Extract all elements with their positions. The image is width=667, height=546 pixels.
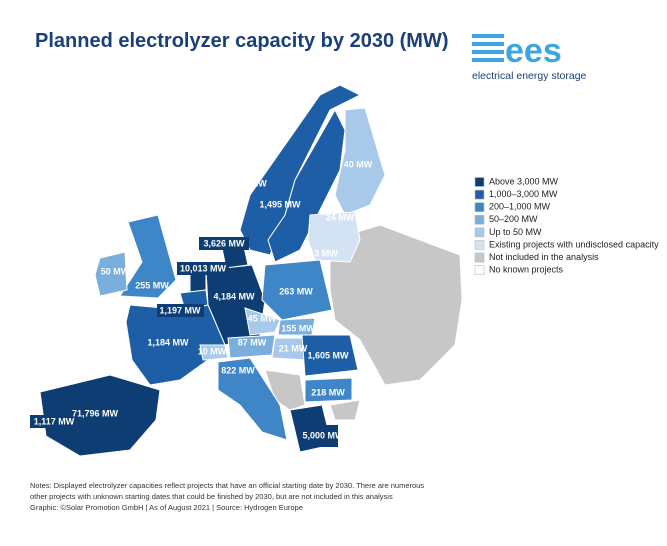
map-label: 10 MW: [198, 346, 227, 356]
label-boxes: [30, 237, 338, 447]
map-label: 1,184 MW: [147, 337, 189, 347]
map-label: 87 MW: [238, 337, 267, 347]
map-label: 4,184 MW: [213, 291, 255, 301]
labels: 40 MW 964 MW 1,495 MW 24 MW 3,626 MW 3 M…: [34, 159, 373, 440]
legend-label: Existing projects with undisclosed capac…: [489, 239, 659, 249]
country: [329, 399, 361, 421]
map-label: 3,626 MW: [203, 238, 245, 248]
label-box: [308, 425, 338, 447]
legend-label: Up to 50 MW: [489, 227, 542, 237]
country: [329, 224, 463, 386]
map-label: 964 MW: [233, 178, 267, 188]
map-label: 21 MW: [279, 343, 308, 353]
map-label: 1,495 MW: [259, 199, 301, 209]
legend-label: 50–200 MW: [489, 214, 538, 224]
legend-swatch: [474, 227, 485, 238]
map-label: 3 MW: [314, 248, 338, 258]
map-label: 40 MW: [344, 159, 373, 169]
logo-tagline: electrical energy storage: [472, 70, 587, 82]
map-label: 255 MW: [135, 280, 169, 290]
legend-swatch: [474, 240, 485, 250]
map: [39, 84, 463, 457]
map-label: 24 MW: [326, 212, 355, 222]
map-label: 1,117 MW: [34, 416, 75, 426]
map-label: 1,197 MW: [159, 305, 201, 315]
legend-swatch: [474, 202, 485, 212]
legend-swatch: [474, 252, 485, 263]
country: [119, 214, 177, 299]
label-box: [30, 415, 78, 428]
country: [199, 344, 229, 361]
map-label: 155 MW: [281, 323, 315, 333]
legend-swatch: [474, 177, 485, 187]
map-label: 822 MW: [221, 365, 255, 375]
country: [334, 107, 386, 216]
map-label: 5,000 MW: [302, 430, 344, 440]
country: [244, 307, 281, 336]
country: [304, 377, 353, 403]
label-box: [199, 237, 249, 250]
logo-mark: ees: [505, 32, 562, 70]
country: [217, 357, 288, 441]
title: Planned electrolyzer capacity by 2030 (M…: [35, 30, 449, 52]
legend-label: Above 3,000 MW: [489, 176, 559, 186]
note: other projects with unknown starting dat…: [30, 492, 393, 501]
note: Notes: Displayed electrolyzer capacities…: [30, 481, 424, 490]
label-box: [157, 304, 204, 317]
map-label: 263 MW: [279, 286, 313, 296]
legend-swatch: [474, 189, 485, 200]
logo: ees electrical energy storage: [472, 30, 590, 82]
label-box: [177, 262, 229, 275]
map-label: 71,796 MW: [72, 408, 119, 418]
country: [307, 211, 361, 263]
legend-label: No known projects: [489, 265, 564, 275]
legend: Above 3,000 MW 1,000–3,000 MW 200–1,000 MW…: [474, 176, 659, 276]
country: [94, 251, 128, 297]
logo-stripes: [472, 34, 504, 62]
legend-label: Not included in the analysis: [489, 252, 599, 262]
legend-swatch: [474, 265, 485, 276]
legend-label: 1,000–3,000 MW: [489, 189, 558, 199]
legend-label: 200–1,000 MW: [489, 202, 551, 212]
map-label: 218 MW: [311, 387, 345, 397]
legend-swatch: [474, 215, 485, 225]
map-label: 1,605 MW: [307, 350, 349, 360]
map-label: 10,013 MW: [180, 263, 227, 273]
country: [39, 374, 161, 457]
note: Graphic: ©Solar Promotion GmbH | As of A…: [30, 503, 303, 512]
country: [261, 259, 333, 321]
map-label: 45 MW: [248, 313, 277, 323]
map-label: 50 MW: [101, 266, 130, 276]
country: [301, 334, 359, 377]
